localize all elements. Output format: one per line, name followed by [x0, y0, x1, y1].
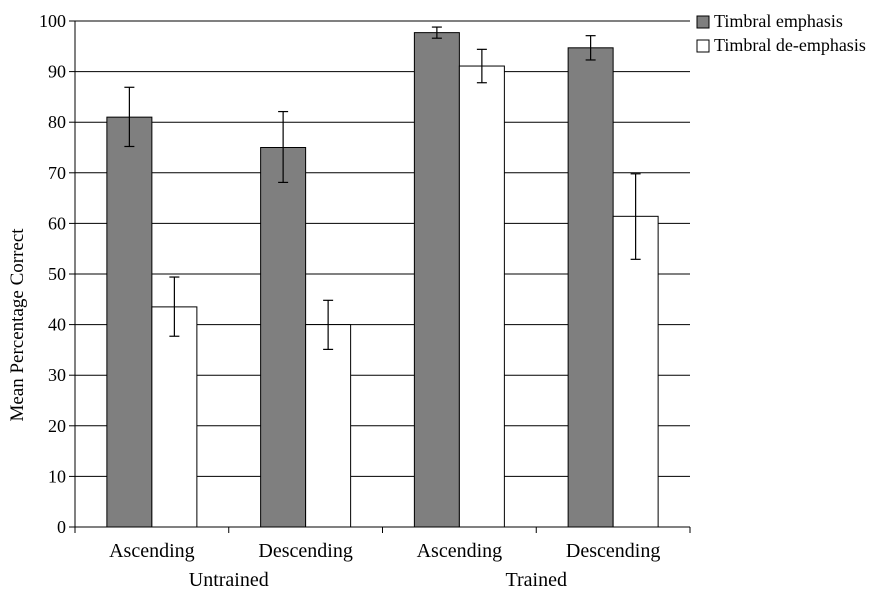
bar-series0-cat3 — [567, 47, 614, 528]
legend: Timbral emphasis Timbral de-emphasis — [696, 11, 866, 55]
bar-series0-cat1 — [260, 147, 307, 528]
legend-label-0: Timbral emphasis — [714, 11, 843, 31]
bar-series1-cat3 — [612, 215, 659, 528]
axis-labels: 0 10 20 30 40 50 60 70 80 90 100 Ascending Descendin… — [39, 11, 660, 591]
bar-series1-cat1 — [305, 324, 352, 528]
bar-series0-cat0 — [106, 116, 153, 528]
x-group-label: Trained — [506, 569, 567, 591]
y-tick-label: 70 — [48, 163, 66, 183]
y-tick-label: 40 — [48, 315, 66, 335]
bar-series1-cat0 — [151, 306, 198, 528]
y-axis-title: Mean Percentage Correct — [7, 228, 28, 422]
x-category-label: Descending — [566, 540, 660, 562]
y-tick-label: 20 — [48, 416, 66, 436]
y-tick-label: 30 — [48, 365, 66, 385]
y-tick-label: 100 — [39, 11, 66, 31]
legend-label-1: Timbral de-emphasis — [714, 35, 866, 55]
y-tick-label: 60 — [48, 213, 66, 233]
x-category-label: Ascending — [417, 540, 503, 562]
x-category-label: Descending — [258, 540, 352, 562]
bar-series1-cat2 — [458, 65, 505, 528]
y-tick-label: 90 — [48, 62, 66, 82]
error-bars — [124, 26, 641, 350]
y-tick-label: 50 — [48, 264, 66, 284]
legend-swatch-0 — [696, 15, 710, 29]
x-category-label: Ascending — [109, 540, 195, 562]
x-group-label: Untrained — [189, 569, 269, 591]
bars — [106, 32, 659, 528]
axes — [69, 20, 691, 533]
y-tick-label: 80 — [48, 112, 66, 132]
y-tick-label: 0 — [57, 517, 66, 537]
y-tick-label: 10 — [48, 466, 66, 486]
bar-series0-cat2 — [413, 32, 460, 528]
legend-swatch-1 — [696, 39, 710, 53]
